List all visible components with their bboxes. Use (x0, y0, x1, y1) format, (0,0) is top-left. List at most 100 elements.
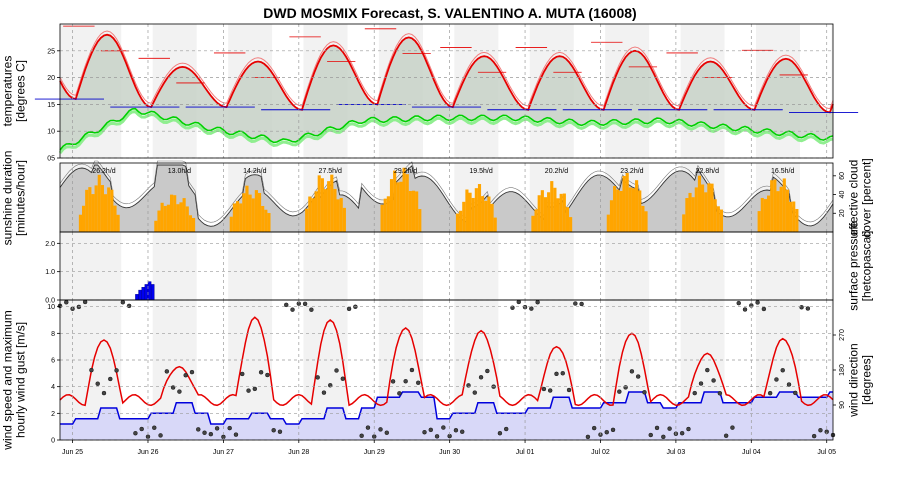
wind-direction-point (434, 434, 440, 439)
daily-sunshine-label: 23.2h/d (620, 168, 643, 175)
sunshine-bar (562, 193, 566, 232)
sunshine-bar (484, 200, 488, 232)
sunshine-bar (333, 188, 337, 232)
sunshine-bar (311, 198, 315, 232)
sunshine-bar (173, 195, 177, 232)
wind-direction-point (617, 389, 622, 394)
temperature-tick-label: 10 (47, 129, 55, 136)
panel-temp-frame (59, 23, 834, 159)
wind-direction-point (780, 368, 785, 373)
x-tick-label: Jun 28 (288, 449, 309, 456)
sunshine-bar (88, 187, 92, 232)
sunshine-bar (468, 192, 472, 232)
sunshine-bar (339, 197, 343, 232)
wind-direction-point (227, 425, 232, 431)
wind-direction-point (535, 300, 540, 305)
wind-direction-point (711, 378, 716, 383)
cloud-cover-line-2 (59, 160, 834, 223)
sunshine-bar (386, 196, 390, 232)
wind-direction-point (554, 371, 559, 377)
sunshine-bar (242, 193, 246, 232)
night-band (272, 232, 304, 300)
wind-direction-point (692, 390, 697, 396)
wind-direction-point (504, 426, 509, 432)
wind-direction-point (460, 429, 465, 434)
sunshine-bar (760, 197, 764, 232)
sunshine-bar (160, 202, 164, 232)
sunshine-bar (97, 174, 101, 232)
sunshine-bar (613, 186, 617, 232)
sunshine-bar (91, 194, 95, 232)
wind-direction-point (133, 431, 138, 436)
sunshine-bar (763, 199, 768, 232)
sunshine-bar (254, 190, 258, 232)
sunshine-bar (383, 198, 387, 232)
wind-tick-label: 10 (47, 304, 55, 311)
wind-direction-point (64, 300, 69, 305)
temperature-tick-label: 25 (47, 48, 55, 55)
wind-direction-point (591, 425, 597, 431)
x-tick-label: Jun 26 (137, 449, 158, 456)
sunshine-bar (81, 205, 86, 232)
wind-direction-point (478, 375, 484, 380)
wind-direction-point (246, 388, 251, 393)
sunshine-bar (327, 181, 331, 232)
daily-sunshine-label: 29.2h/d (394, 168, 417, 175)
daily-sunshine-label: 14.2h/d (243, 168, 266, 175)
wind-direction-point (648, 432, 653, 438)
night-band (272, 300, 304, 440)
pressure-axis-title: [hetcopascal] (860, 231, 874, 302)
sunshine-bar (257, 193, 262, 232)
wind-direction-point (686, 426, 691, 432)
sunshine-bar (635, 180, 639, 232)
cloud-cover-line (59, 164, 834, 227)
precipitation-tick-label: 0.0 (45, 298, 55, 305)
wind-direction-point (566, 387, 572, 393)
sunshine-bar (305, 208, 309, 232)
sunshine-bar (779, 186, 783, 232)
sunshine-axis-title: [minutes/hour] (14, 160, 28, 236)
wind-speed-line (60, 391, 833, 425)
sunshine-bar (314, 191, 318, 232)
sunshine-bar (94, 185, 98, 232)
wind-direction-point (290, 307, 295, 312)
wind-direction-point (723, 433, 729, 438)
data-layer (34, 25, 859, 440)
sunshine-bar (267, 213, 271, 232)
wind-direction-point (95, 381, 100, 386)
chart-title: DWD MOSMIX Forecast, S. VALENTINO A. MUT… (263, 5, 636, 21)
sunshine-bar (323, 189, 328, 232)
sunshine-bar (550, 181, 554, 232)
x-tick-label: Jul 01 (516, 449, 535, 456)
wind-direction-point (309, 307, 314, 312)
wind-tick-label: 8 (51, 331, 55, 338)
sunshine-bar (182, 198, 186, 232)
wind-direction-point (654, 425, 660, 431)
temperature-line (59, 33, 834, 114)
wind-direction-point (82, 299, 88, 305)
wind-direction-point (214, 426, 220, 431)
x-tick-label: Jun 25 (62, 449, 83, 456)
wind-direction-point (302, 301, 308, 307)
wind-direction-point (378, 427, 383, 432)
sunshine-bar (393, 170, 397, 232)
sunshine-bar (264, 209, 268, 232)
sunshine-bar (644, 211, 648, 232)
sunshine-bar (169, 194, 174, 232)
wind-direction-point (742, 307, 748, 312)
sunshine-bar (565, 207, 570, 232)
wind-direction-point (346, 306, 352, 312)
x-tick-label: Jul 05 (817, 449, 836, 456)
daily-sunshine-label: 22.8h/d (696, 168, 719, 175)
sunshine-bar (685, 198, 689, 232)
sunshine-bar (553, 187, 557, 232)
sunshine-bar (713, 199, 717, 232)
sunshine-bar (628, 187, 632, 232)
wind-direction-tick-label: 180 (839, 364, 846, 376)
sunshine-bar (694, 187, 698, 232)
precipitation-bar (150, 284, 155, 301)
cloud-cover-tick-label: 20 (839, 209, 846, 217)
sunshine-bar (163, 205, 167, 232)
temperature-tick-label: 15 (47, 102, 55, 109)
wind-direction-point (390, 379, 396, 384)
